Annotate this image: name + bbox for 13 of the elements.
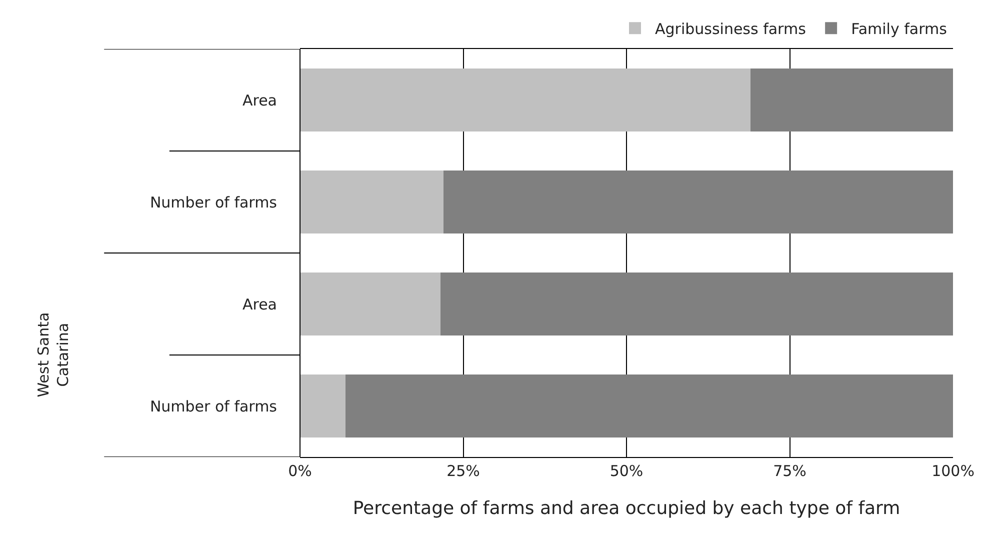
legend-label: Agribussiness farms: [655, 20, 806, 38]
x-tick-label: 25%: [446, 462, 480, 480]
x-tick-label: 0%: [288, 462, 312, 480]
legend-label: Family farms: [851, 20, 948, 38]
x-tick-label: 50%: [610, 462, 644, 480]
y-tick-label: Area: [242, 91, 277, 110]
x-tick-label: 100%: [932, 462, 974, 480]
text: West Santa Catarina: [34, 312, 72, 398]
y-tick-label: Area: [242, 295, 277, 314]
y-tick-label: Number of farms: [150, 193, 278, 212]
y-tick-label: Number of farms: [150, 397, 278, 416]
x-tick-label: 75%: [773, 462, 806, 480]
x-axis-title: Percentage of farms and area occupied by each type of farm: [352, 498, 900, 520]
